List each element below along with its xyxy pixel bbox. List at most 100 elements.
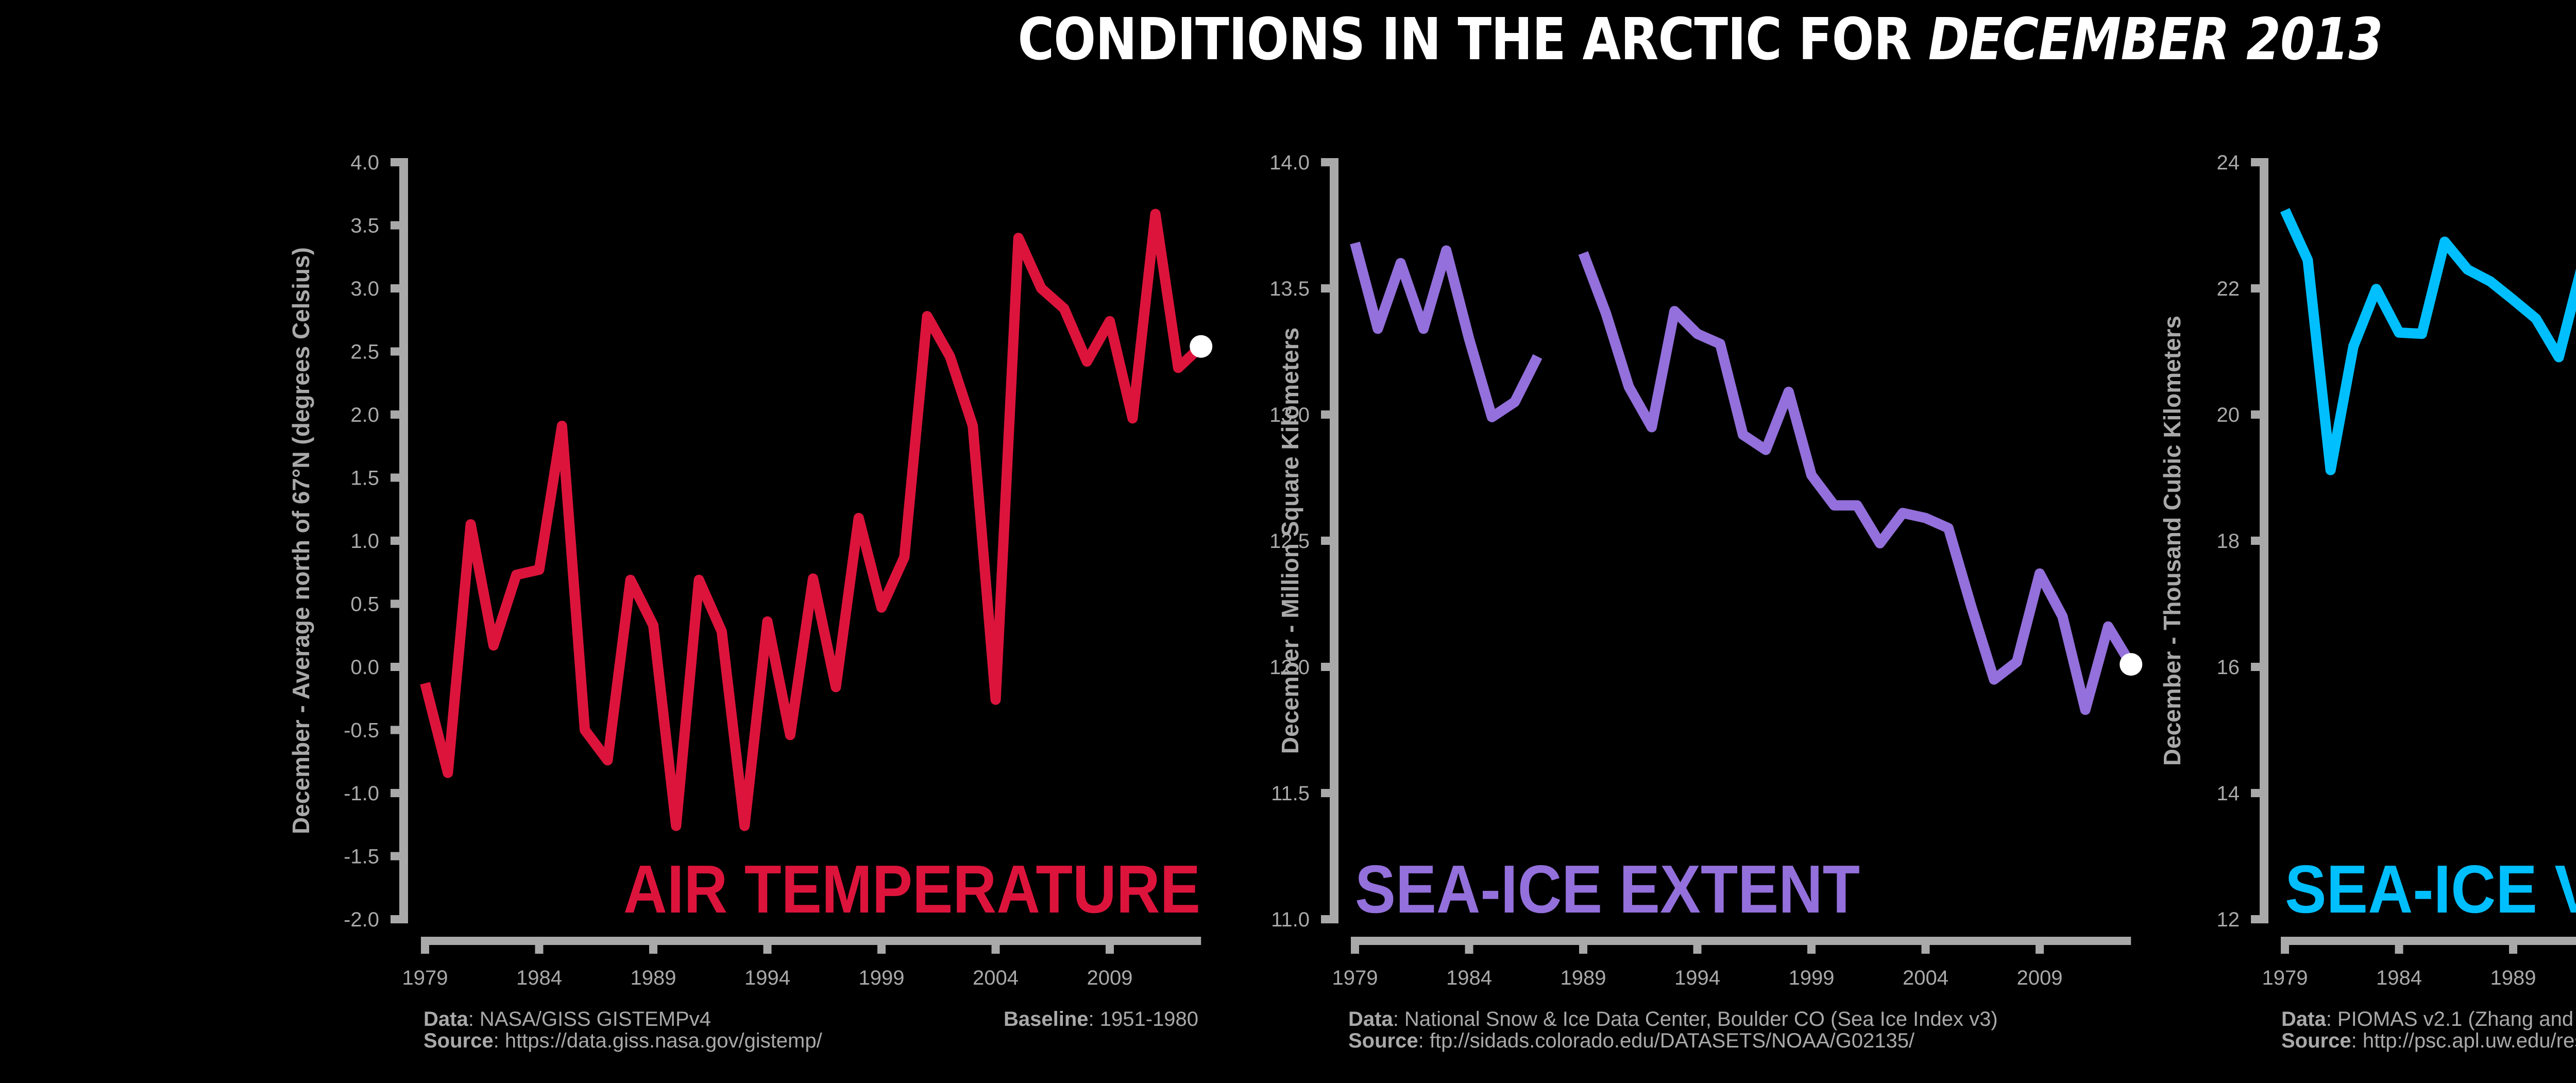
x-tick — [1351, 941, 1359, 954]
panel-title: SEA-ICE VOLUME — [2285, 851, 2576, 927]
y-tick-label: 0.5 — [350, 593, 379, 616]
y-tick — [391, 410, 401, 419]
x-tick — [535, 941, 544, 954]
x-tick-label: 1989 — [1561, 967, 1606, 989]
x-tick — [1106, 941, 1114, 954]
x-tick-label: 1984 — [1446, 967, 1492, 989]
subtitle-sea-ice-volume: 4th lowest on record! ↓ — [2411, 87, 2576, 140]
x-tick-label: 1999 — [859, 967, 905, 989]
y-tick — [2251, 284, 2261, 293]
y-tick — [2251, 789, 2261, 797]
x-axis-spine — [2281, 937, 2576, 945]
data-line — [2280, 208, 2576, 475]
x-tick-label: 1994 — [1674, 967, 1720, 989]
y-tick — [391, 915, 401, 923]
y-tick-label: 14 — [2217, 782, 2240, 805]
y-tick — [1321, 789, 1331, 797]
y-tick — [1321, 284, 1331, 293]
footer-source-line: Source: ftp://sidads.colorado.edu/DATASE… — [1348, 1030, 1998, 1052]
y-tick — [391, 221, 401, 230]
baseline-value: : 1951-1980 — [1088, 1008, 1199, 1030]
source-label: Source — [1348, 1029, 1418, 1052]
chart-sea-ice-extent: 11.0 11.5 12.0 12.5 13.0 13.5 14.0 December - M… — [1269, 151, 2143, 989]
x-tick — [2395, 941, 2403, 954]
x-tick — [1807, 941, 1816, 954]
footer-air-temperature: Data: NASA/GISS GISTEMPv4 Source: https:… — [423, 1008, 822, 1052]
x-tick — [649, 941, 657, 954]
x-tick-label: 1989 — [2490, 967, 2536, 989]
footer-baseline: Baseline: 1951-1980 — [1004, 1008, 1198, 1030]
y-tick — [391, 537, 401, 545]
panel-title: SEA-ICE EXTENT — [1355, 851, 1860, 927]
y-tick-label: 13.0 — [1269, 404, 1310, 426]
y-tick-label: 18 — [2217, 530, 2240, 553]
highlight-point — [2120, 653, 2143, 676]
y-tick — [1321, 410, 1331, 419]
x-tick-label: 2009 — [1087, 967, 1133, 989]
x-tick-label: 1999 — [1789, 967, 1835, 989]
footer-sea-ice-extent: Data: National Snow & Ice Data Center, B… — [1348, 1008, 1998, 1052]
data-value: : PIOMAS v2.1 (Zhang and Rothrock, 2003;… — [2326, 1008, 2576, 1030]
y-axis-spine — [399, 158, 408, 923]
x-tick — [1921, 941, 1930, 954]
y-tick-label: 3.0 — [350, 278, 379, 300]
subtitle-air-temperature: 7th warmest on record! ↑ — [523, 87, 972, 140]
x-tick-label: 1984 — [2376, 967, 2422, 989]
y-tick-label: -0.5 — [344, 719, 379, 742]
data-label: Data — [2281, 1008, 2326, 1030]
y-axis-label: December - Average north of 67°N (degree… — [287, 247, 314, 834]
y-tick-label: 12.5 — [1269, 530, 1310, 553]
source-link[interactable]: : https://data.giss.nasa.gov/gistemp/ — [493, 1029, 822, 1052]
chart-air-temperature: -2.0 -1.5 -1.0 -0.5 0.0 0.5 1.0 1.5 2.0 2.5 3.0 3.5… — [287, 151, 1213, 989]
y-tick — [2251, 663, 2261, 671]
y-tick-label: 11.0 — [1271, 908, 1310, 931]
y-tick — [391, 473, 401, 482]
y-tick-label: 24 — [2217, 151, 2240, 174]
y-tick-label: 2.5 — [350, 341, 379, 364]
highlight-point — [1190, 335, 1213, 358]
x-tick — [1579, 941, 1587, 954]
y-tick-label: 14.0 — [1269, 151, 1310, 174]
footer-data-line: Data: PIOMAS v2.1 (Zhang and Rothrock, 2… — [2281, 1008, 2576, 1030]
y-tick — [391, 663, 401, 671]
data-value: : NASA/GISS GISTEMPv4 — [468, 1008, 711, 1030]
y-tick — [391, 789, 401, 797]
figure-title-prefix: CONDITIONS IN THE ARCTIC FOR — [1018, 6, 1928, 73]
source-link[interactable]: : http://psc.apl.uw.edu/research/project… — [2351, 1029, 2576, 1052]
figure-title-emphasis: DECEMBER 2013 — [1928, 6, 2383, 73]
y-tick-label: 20 — [2217, 404, 2240, 426]
y-axis-label: December - Thousand Cubic Kilometers — [2159, 316, 2185, 766]
y-tick — [1321, 537, 1331, 545]
x-axis-spine — [421, 937, 1201, 945]
y-tick-label: 22 — [2217, 278, 2240, 300]
footer-source-line: Source: http://psc.apl.uw.edu/research/p… — [2281, 1030, 2576, 1052]
y-tick-label: 1.5 — [350, 467, 379, 490]
x-tick-label: 2009 — [2017, 967, 2063, 989]
x-tick-label: 1979 — [1332, 967, 1378, 989]
y-tick-label: 2.0 — [350, 404, 379, 426]
y-axis-spine — [1330, 158, 1338, 923]
y-axis-spine — [2260, 158, 2268, 923]
y-tick — [391, 158, 401, 166]
y-tick-label: 12 — [2217, 908, 2240, 931]
y-tick-label: 3.5 — [350, 215, 379, 237]
x-tick-label: 2004 — [1903, 967, 1948, 989]
x-tick-label: 1994 — [744, 967, 790, 989]
y-tick-label: 16 — [2217, 656, 2240, 679]
y-tick-label: -1.0 — [344, 782, 379, 805]
panel-title: AIR TEMPERATURE — [623, 851, 1200, 927]
y-tick-label: 4.0 — [350, 151, 379, 174]
x-tick — [1693, 941, 1702, 954]
source-link[interactable]: : ftp://sidads.colorado.edu/DATASETS/NOA… — [1418, 1029, 1915, 1052]
y-tick — [2251, 915, 2261, 923]
x-tick-label: 1979 — [402, 967, 448, 989]
data-label: Data — [423, 1008, 468, 1030]
x-tick-label: 1989 — [631, 967, 676, 989]
data-line — [1578, 251, 2136, 715]
source-label: Source — [423, 1029, 494, 1052]
x-tick — [877, 941, 886, 954]
y-tick-label: 0.0 — [350, 656, 379, 679]
data-label: Data — [1348, 1008, 1393, 1030]
data-line — [1350, 242, 1543, 422]
